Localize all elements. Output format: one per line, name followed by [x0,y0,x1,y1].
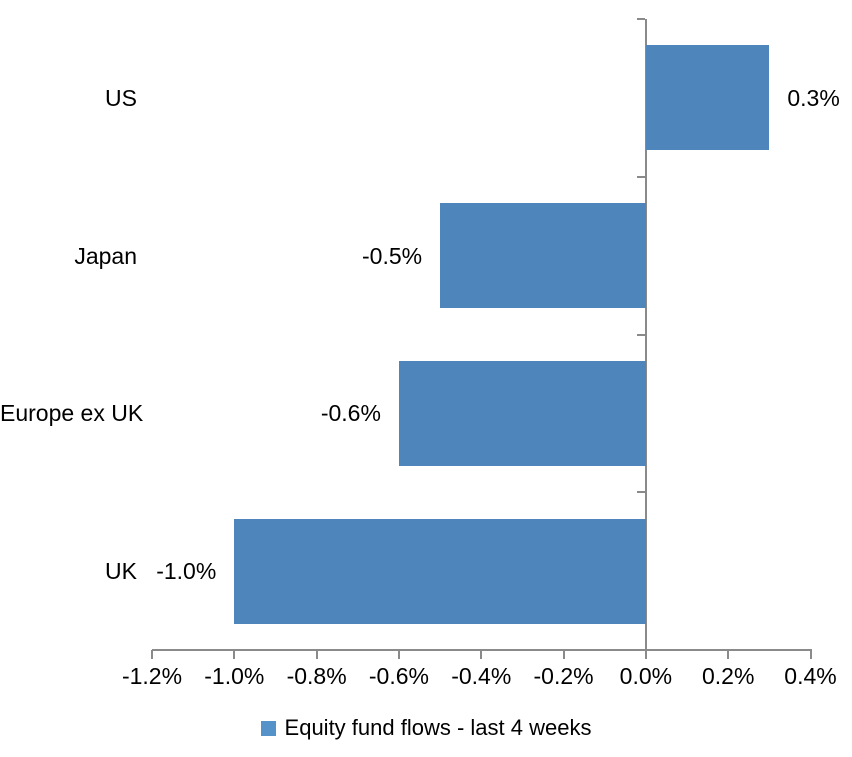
category-label: Europe ex UK [0,400,144,427]
x-tick-label: 0.2% [701,663,755,689]
x-tick [727,650,730,659]
x-tick-label: -1.2% [121,663,183,689]
legend-label: Equity fund flows - last 4 weeks [284,715,592,740]
category-label: US [105,84,137,111]
x-tick [644,650,647,659]
bar-value-label: 0.3% [787,84,840,111]
y-tick [636,18,645,20]
y-tick [636,175,645,178]
x-tick [809,650,812,659]
y-tick [636,333,645,336]
bar [440,203,646,309]
bar-value-label: -0.6% [320,400,381,427]
category-label: Japan [74,242,137,269]
bar [398,360,646,466]
x-tick [562,650,565,659]
x-tick-label: 0.0% [619,663,673,689]
category-label: UK [105,558,137,585]
y-tick [636,491,645,494]
bar [234,518,646,624]
legend-marker-icon [260,720,276,736]
x-tick-label: -0.4% [451,663,512,689]
x-tick [151,650,153,659]
bar-value-label: -1.0% [156,558,217,585]
x-tick-label: 0.4% [784,663,837,689]
y-axis-line [644,19,647,658]
x-tick-label: -0.8% [286,663,347,689]
x-tick-label: -0.2% [533,663,594,689]
x-tick-label: -1.0% [204,663,265,689]
bar-value-label: -0.5% [362,242,423,269]
x-tick-label: -0.6% [368,663,429,689]
x-tick [233,650,236,659]
legend: Equity fund flows - last 4 weeks [0,715,852,741]
bar [645,45,770,151]
x-tick [315,650,318,659]
x-tick [480,650,483,659]
x-tick [397,650,400,659]
